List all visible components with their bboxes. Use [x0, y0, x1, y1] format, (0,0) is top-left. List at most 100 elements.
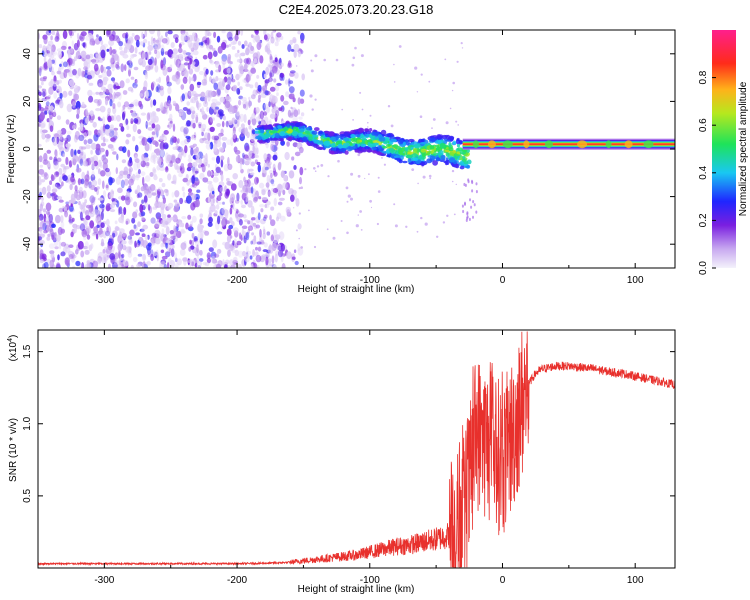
spectrogram-cell — [180, 228, 185, 234]
spectrogram-cell — [244, 179, 249, 187]
spectrogram-cell — [342, 142, 350, 147]
spectrogram-cell — [197, 232, 204, 241]
spectrogram-cell — [38, 97, 41, 102]
spectrogram-cell — [82, 202, 87, 207]
spectrogram-cell — [440, 154, 446, 160]
spectrogram-cell — [200, 124, 204, 134]
spectrogram-cell — [135, 39, 140, 48]
spectrogram-cell — [186, 120, 191, 127]
spectrogram-cell — [293, 249, 297, 253]
spectrogram-cell — [49, 180, 53, 185]
spectrogram-cell — [43, 230, 48, 234]
spectrogram-cell — [196, 189, 201, 193]
spectrogram-cell — [274, 234, 281, 240]
spectrogram-cell — [49, 111, 53, 120]
spectrogram-cell — [155, 148, 161, 156]
spectrogram-cell — [354, 149, 359, 153]
spectrogram-cell — [42, 208, 47, 213]
spectrogram-cell — [351, 63, 355, 67]
spectrogram-cell — [305, 130, 310, 134]
spectrogram-cell — [140, 160, 146, 168]
spectrogram-cell — [352, 56, 356, 60]
spectrogram-cell — [84, 241, 89, 250]
spectrogram-cell — [221, 218, 226, 227]
spectrogram-cell — [191, 175, 195, 185]
spectrogram-cell — [235, 208, 239, 214]
spectrogram-cell — [404, 147, 409, 152]
spectrogram-cell — [87, 74, 93, 80]
spectrogram-cell — [207, 31, 212, 37]
spectrogram-cell — [250, 218, 254, 228]
spectrogram-cell — [247, 200, 253, 208]
spectrogram-cell — [299, 176, 302, 185]
spectrogram-cell — [261, 197, 268, 201]
spectrogram-cell — [64, 69, 70, 73]
spectrogram-cell — [134, 119, 139, 125]
spectrogram-cell — [208, 117, 213, 126]
spectrogram-cell — [225, 84, 231, 91]
spectrogram-cell — [429, 177, 432, 180]
spectrogram-cell — [152, 99, 157, 106]
spectrogram-cell — [213, 143, 218, 152]
spectrogram-cell — [113, 114, 117, 122]
spectrogram-cell — [41, 50, 45, 56]
spectrogram-cell — [286, 209, 291, 216]
spectrogram-cell — [195, 155, 199, 160]
spectrogram-cell — [105, 88, 109, 94]
spectrogram-cell — [71, 98, 76, 106]
spectrogram-cell — [167, 86, 172, 95]
spectrogram-cell — [227, 120, 234, 126]
snr-series-line — [38, 331, 675, 568]
spectrogram-cell — [384, 133, 392, 138]
spectrogram-cell — [122, 146, 127, 154]
spectrogram-cell — [144, 235, 149, 240]
spectrogram-cell — [364, 177, 366, 180]
spectrogram-cell — [250, 172, 255, 176]
spectrogram-cell — [93, 99, 100, 104]
spectrogram-cell — [209, 60, 215, 65]
spectrogram-cell — [176, 230, 182, 239]
spectrogram-cell — [309, 127, 313, 131]
spectrogram-cell — [502, 140, 513, 149]
spectrogram-cell — [232, 173, 238, 180]
spectrogram-cell — [147, 58, 153, 66]
spectrogram-cell — [138, 100, 143, 108]
spectrogram-cell — [129, 57, 132, 66]
spectrogram-cell — [420, 73, 423, 76]
spectrogram-cell — [105, 66, 112, 70]
y-tick-label: 40 — [22, 48, 33, 60]
spectrogram-cell — [131, 32, 135, 37]
spectrogram-cell — [109, 124, 114, 129]
spectrogram-cell — [115, 91, 121, 97]
spectrogram-cell — [181, 93, 185, 102]
spectrogram-cell — [63, 206, 67, 211]
spectrogram-cell — [141, 263, 145, 268]
spectrogram-cell — [248, 96, 251, 100]
spectrogram-cell — [152, 167, 156, 173]
spectrogram-cell — [205, 143, 212, 150]
spectrogram-cell — [189, 42, 196, 51]
spectrogram-cell — [102, 230, 107, 239]
spectrogram-cell — [253, 176, 259, 185]
spectrogram-cell — [428, 80, 431, 83]
spectrogram-cell — [340, 220, 343, 222]
spectrogram-cell — [365, 133, 370, 138]
spectrogram-cell — [238, 113, 245, 122]
spectrogram-cell — [250, 205, 255, 215]
spectrogram-cell — [298, 116, 303, 120]
spectrogram-cell — [102, 43, 108, 48]
spectrogram-cell — [48, 243, 55, 249]
spectrogram-cell — [241, 225, 248, 230]
spectrogram-cell — [108, 176, 113, 186]
spectrogram-cell — [38, 67, 43, 73]
spectrogram-cell — [186, 179, 190, 186]
spectrogram-cell — [108, 88, 113, 95]
spectrogram-cell — [112, 232, 116, 238]
spectrogram-cell — [173, 199, 178, 203]
spectrogram-cell — [39, 203, 43, 212]
spectrogram-cell — [421, 153, 426, 158]
spectrogram-cell — [95, 91, 100, 95]
spectrogram-cell — [466, 216, 469, 220]
spectrogram-cell — [163, 188, 169, 193]
spectrogram-cell — [207, 196, 211, 204]
